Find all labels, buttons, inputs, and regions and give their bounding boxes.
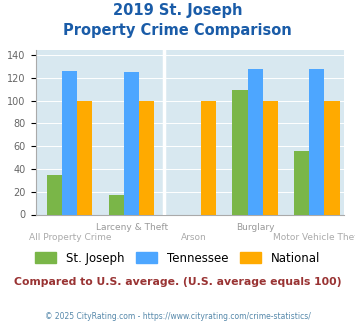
Bar	[77, 101, 92, 214]
Text: © 2025 CityRating.com - https://www.cityrating.com/crime-statistics/: © 2025 CityRating.com - https://www.city…	[45, 312, 310, 321]
Text: Arson: Arson	[180, 233, 206, 242]
Text: Compared to U.S. average. (U.S. average equals 100): Compared to U.S. average. (U.S. average …	[14, 277, 341, 287]
Bar	[324, 101, 339, 214]
Bar	[263, 101, 278, 214]
Bar	[124, 72, 139, 214]
Text: 2019 St. Joseph: 2019 St. Joseph	[113, 3, 242, 18]
Bar	[109, 195, 124, 215]
Bar	[139, 101, 154, 214]
Bar	[201, 101, 216, 214]
Text: All Property Crime: All Property Crime	[28, 233, 111, 242]
Bar	[47, 175, 62, 215]
Bar	[62, 71, 77, 215]
Bar	[233, 90, 247, 214]
Text: Burglary: Burglary	[236, 223, 274, 232]
Legend: St. Joseph, Tennessee, National: St. Joseph, Tennessee, National	[30, 247, 325, 269]
Text: Motor Vehicle Theft: Motor Vehicle Theft	[273, 233, 355, 242]
Text: Larceny & Theft: Larceny & Theft	[95, 223, 168, 232]
Bar	[294, 151, 309, 214]
Text: Property Crime Comparison: Property Crime Comparison	[63, 23, 292, 38]
Bar	[309, 69, 324, 215]
Bar	[247, 69, 263, 215]
